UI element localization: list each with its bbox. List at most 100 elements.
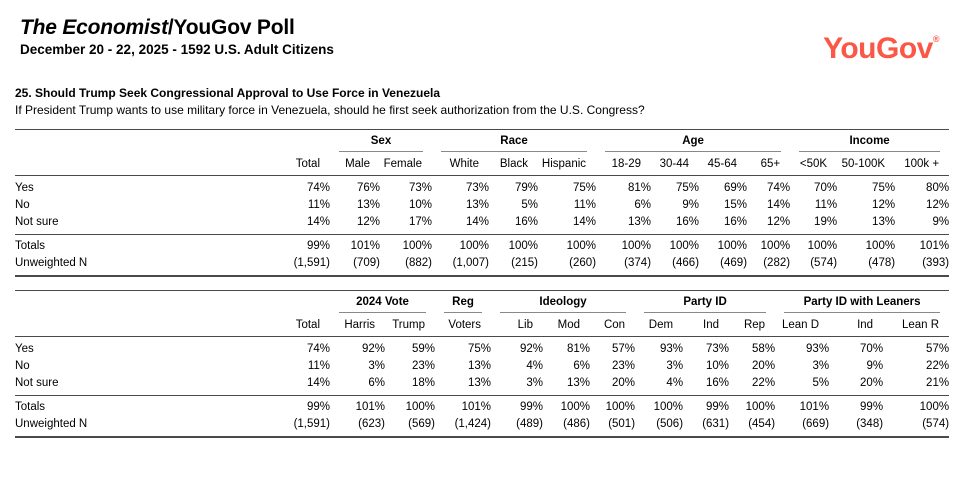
data-cell: (1,007) xyxy=(452,257,489,270)
data-cell: 101% xyxy=(895,234,950,255)
data-cell: 100% xyxy=(635,395,684,416)
table-row: Unweighted N (1,591) (623) (569) (1,424) (489… xyxy=(15,416,949,438)
column-header: Voters xyxy=(435,313,492,338)
column-header: 65+ xyxy=(747,152,791,177)
group-header-label: 2024 Vote xyxy=(339,296,427,314)
data-cell: (623) xyxy=(358,418,385,431)
data-cell: 12% xyxy=(872,199,896,212)
column-header: <50K xyxy=(790,152,838,177)
data-cell: (466) xyxy=(672,257,700,270)
row-label: Unweighted N xyxy=(15,257,88,270)
column-header: White xyxy=(432,152,489,177)
data-cell: 74% xyxy=(767,182,791,195)
crosstab-politics: 2024 Vote Reg Ideology Party ID Party ID wit… xyxy=(15,290,950,439)
row-label: Unweighted N xyxy=(15,418,88,431)
data-cell: 73% xyxy=(706,343,730,356)
data-cell: 100% xyxy=(543,395,591,416)
group-header-label: Party ID xyxy=(644,296,767,314)
column-header: Lean D xyxy=(775,313,830,338)
data-cell: 6% xyxy=(634,199,652,212)
data-cell: 5% xyxy=(812,377,830,390)
column-header: 45-64 xyxy=(699,152,748,177)
publication-name: The Economist xyxy=(20,16,168,39)
column-header: Total xyxy=(243,152,330,177)
data-cell: 14% xyxy=(306,216,330,229)
data-cell: 79% xyxy=(514,182,538,195)
table-row: Not sure 14% 6% 18% 13% 3% 13% 20% 4% 16% 22% 5% 20%… xyxy=(15,375,949,396)
data-cell: 10% xyxy=(408,199,432,212)
data-cell: 9% xyxy=(682,199,700,212)
question-text: If President Trump wants to use military… xyxy=(15,103,645,118)
data-cell: 92% xyxy=(519,343,544,356)
data-cell: 4% xyxy=(666,377,684,390)
data-cell: 81% xyxy=(628,182,652,195)
data-cell: 22% xyxy=(752,377,776,390)
table-row: Unweighted N (1,591) (709) (882) (1,007) (215… xyxy=(15,255,949,277)
data-cell: 12% xyxy=(767,216,791,229)
column-header: Total xyxy=(243,313,330,338)
data-cell: 15% xyxy=(724,199,748,212)
data-cell: (489) xyxy=(516,418,544,431)
data-cell: 20% xyxy=(752,360,776,373)
group-header xyxy=(243,130,330,153)
data-cell: (506) xyxy=(656,418,684,431)
column-header: Hispanic xyxy=(538,152,597,177)
data-cell: (574) xyxy=(922,418,950,431)
table-row: Not sure 14% 12% 17% 14% 16% 14% 13% 16% 16% 12% 19… xyxy=(15,214,949,235)
table-row: Yes 74% 92% 59% 75% 92% 81% 57% 93% 73% 58% 93% 70% 5… xyxy=(15,337,949,358)
group-header: Ideology xyxy=(491,291,635,314)
data-cell: (574) xyxy=(810,257,838,270)
data-cell: 11% xyxy=(573,199,597,212)
column-header: Trump xyxy=(385,313,436,338)
data-cell: 101% xyxy=(330,395,385,416)
data-cell: (282) xyxy=(763,257,791,270)
data-cell: 13% xyxy=(628,216,652,229)
data-cell: 10% xyxy=(706,360,730,373)
group-header: Reg xyxy=(435,291,491,314)
group-header-label: Age xyxy=(605,135,782,153)
data-cell: (569) xyxy=(408,418,436,431)
data-cell: (374) xyxy=(624,257,652,270)
data-cell: 13% xyxy=(465,199,489,212)
column-header-row: Total Harris Trump Voters Lib Mod Con Dem Ind Rep… xyxy=(15,313,950,338)
data-cell: (1,591) xyxy=(293,257,330,270)
data-cell: 13% xyxy=(872,216,896,229)
data-cell: 6% xyxy=(368,377,385,390)
data-cell: 99% xyxy=(243,234,330,255)
data-cell: 73% xyxy=(465,182,489,195)
data-cell: 3% xyxy=(812,360,830,373)
data-cell: 23% xyxy=(411,360,436,373)
data-cell: (478) xyxy=(868,257,896,270)
data-cell: 100% xyxy=(432,234,489,255)
data-cell: 93% xyxy=(660,343,684,356)
data-cell: 13% xyxy=(566,377,591,390)
group-header-label: Sex xyxy=(339,135,423,153)
data-cell: 100% xyxy=(837,234,896,255)
group-header-label: Party ID with Leaners xyxy=(784,296,941,314)
data-cell: 11% xyxy=(814,199,838,212)
group-header-label: Race xyxy=(441,135,588,153)
data-cell: 16% xyxy=(514,216,538,229)
group-header: Income xyxy=(790,130,949,153)
group-header-label: Reg xyxy=(444,296,483,314)
data-cell: 14% xyxy=(573,216,597,229)
data-cell: 57% xyxy=(612,343,636,356)
page-title: The Economist/YouGov Poll xyxy=(20,16,949,39)
data-cell: (215) xyxy=(511,257,538,270)
data-cell: (486) xyxy=(563,418,591,431)
corner-cell xyxy=(15,291,243,314)
group-header-label: Income xyxy=(799,135,941,153)
data-cell: 81% xyxy=(566,343,591,356)
data-cell: 18% xyxy=(411,377,436,390)
column-header: Con xyxy=(590,313,636,338)
data-cell: 74% xyxy=(306,182,330,195)
group-header-row: 2024 Vote Reg Ideology Party ID Party ID wit… xyxy=(15,291,949,314)
column-header: Male xyxy=(330,152,380,177)
data-cell: 19% xyxy=(814,216,838,229)
data-cell: 14% xyxy=(767,199,791,212)
group-header: Party ID xyxy=(635,291,775,314)
data-cell: 11% xyxy=(307,360,330,373)
data-cell: 75% xyxy=(676,182,700,195)
data-cell: 9% xyxy=(866,360,884,373)
table-row: Yes 74% 76% 73% 73% 79% 75% 81% 75% 69% 74% 70% 75% 8… xyxy=(15,176,949,197)
